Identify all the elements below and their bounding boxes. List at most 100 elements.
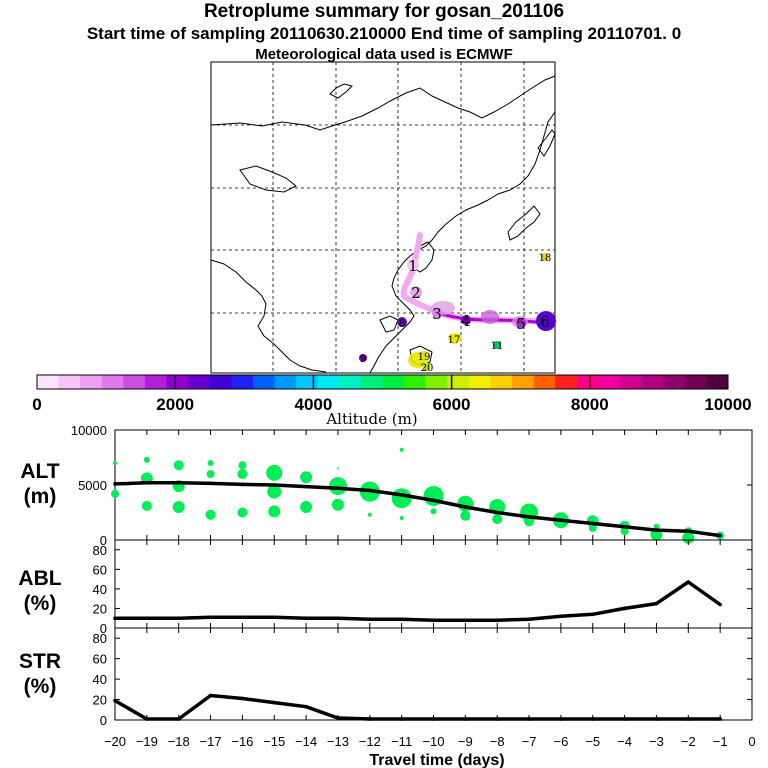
data-point bbox=[399, 617, 404, 621]
y-tick-label: 5000 bbox=[78, 478, 107, 493]
cluster-marker bbox=[207, 460, 214, 466]
colorbar-swatch bbox=[188, 375, 211, 389]
x-tick-label: 0 bbox=[748, 734, 755, 749]
colorbar-swatch bbox=[101, 375, 124, 389]
colorbar-tick-label: 6000 bbox=[433, 395, 471, 414]
alt-panel: 0 5000 10000 ALT(m) bbox=[20, 423, 753, 548]
data-point bbox=[272, 483, 277, 487]
chart-title: Retroplume summary for gosan_201106 bbox=[203, 1, 565, 22]
map-day-label: 19 bbox=[418, 352, 431, 363]
map-day-marker bbox=[397, 317, 407, 327]
series-line bbox=[115, 580, 722, 622]
colorbar-swatch bbox=[404, 375, 427, 389]
colorbar-swatch bbox=[684, 375, 707, 389]
data-point bbox=[145, 717, 149, 721]
colorbar-swatch bbox=[512, 375, 535, 389]
x-tick-label: −9 bbox=[458, 734, 473, 749]
colorbar-swatch bbox=[209, 375, 232, 389]
x-tick-label: −2 bbox=[681, 734, 696, 749]
cluster-marker bbox=[206, 470, 215, 478]
x-tick-label: −7 bbox=[522, 734, 537, 749]
data-point bbox=[399, 493, 404, 497]
cluster-marker bbox=[173, 460, 184, 471]
colorbar-swatch bbox=[58, 375, 81, 389]
cluster-marker bbox=[205, 509, 216, 520]
data-point bbox=[368, 717, 372, 721]
data-point bbox=[113, 482, 117, 486]
map-day-marker bbox=[493, 341, 501, 349]
map-day-marker bbox=[359, 354, 367, 362]
data-point bbox=[654, 717, 659, 721]
cluster-marker bbox=[391, 488, 412, 509]
y-tick-label: 60 bbox=[93, 562, 107, 577]
y-tick-label: 40 bbox=[93, 672, 107, 687]
map-day-label: 17 bbox=[448, 335, 461, 346]
data-point bbox=[590, 717, 595, 721]
data-point bbox=[145, 616, 149, 621]
colorbar-swatch bbox=[166, 375, 189, 389]
sampling-time-subtitle: Start time of sampling 20110630.210000 E… bbox=[86, 24, 682, 43]
x-tick-label: −5 bbox=[585, 734, 600, 749]
cluster-marker bbox=[266, 464, 283, 481]
map-day-marker bbox=[449, 334, 459, 344]
meteorological-data-subtitle: Meteorological data used is ECMWF bbox=[255, 46, 513, 63]
data-point bbox=[368, 617, 372, 621]
series-line bbox=[114, 693, 721, 721]
data-point bbox=[590, 612, 595, 617]
data-point bbox=[463, 505, 468, 509]
cluster-marker bbox=[300, 501, 313, 513]
map-day-label: 3 bbox=[432, 305, 442, 323]
data-point bbox=[559, 717, 563, 721]
cluster-marker bbox=[143, 456, 150, 463]
data-point bbox=[431, 618, 436, 622]
x-tick-label: −8 bbox=[490, 734, 505, 749]
map-day-marker bbox=[539, 315, 551, 327]
data-point bbox=[527, 515, 531, 519]
colorbar-tick-label: 4000 bbox=[294, 395, 332, 414]
data-point bbox=[208, 615, 213, 620]
map-day-marker bbox=[516, 318, 526, 328]
data-point bbox=[590, 521, 595, 526]
y-tick-label: 40 bbox=[93, 582, 107, 597]
data-point bbox=[527, 717, 531, 721]
y-tick-label: 20 bbox=[93, 601, 107, 616]
panel-frame bbox=[114, 627, 753, 721]
data-point bbox=[176, 616, 181, 621]
x-tick-label: −18 bbox=[168, 734, 190, 749]
cluster-marker bbox=[588, 523, 597, 532]
map-day-label: 2 bbox=[411, 284, 421, 302]
data-point bbox=[176, 481, 181, 485]
data-point bbox=[431, 717, 436, 721]
colorbar-swatch bbox=[317, 375, 340, 389]
data-point bbox=[463, 717, 468, 721]
y-tick-label: 80 bbox=[93, 631, 107, 646]
cluster-marker bbox=[620, 527, 629, 536]
x-tick-label: −13 bbox=[327, 734, 349, 749]
data-point bbox=[208, 481, 213, 486]
abl-panel: 0 20 40 60 80 ABL(%) bbox=[18, 539, 753, 636]
data-point bbox=[559, 614, 563, 619]
cluster-marker bbox=[172, 501, 185, 513]
data-point bbox=[463, 618, 468, 622]
data-point bbox=[654, 601, 659, 606]
x-tick-label: −20 bbox=[104, 734, 126, 749]
cluster-marker bbox=[300, 471, 313, 484]
x-tick-label: −10 bbox=[422, 734, 444, 749]
cluster-marker bbox=[113, 461, 117, 465]
cluster-marker bbox=[367, 512, 372, 517]
colorbar-swatch bbox=[468, 375, 491, 389]
x-tick-label: −17 bbox=[200, 734, 222, 749]
data-point bbox=[145, 481, 149, 485]
data-point bbox=[559, 518, 563, 522]
x-tick-label: −4 bbox=[617, 734, 632, 749]
data-point bbox=[686, 529, 691, 533]
data-point bbox=[686, 717, 691, 721]
map-day-marker bbox=[432, 308, 442, 318]
map-day-marker bbox=[461, 315, 471, 325]
map-day-label: 9 bbox=[360, 354, 366, 365]
map-day-label: 6 bbox=[540, 313, 550, 331]
map-day-label: 8 bbox=[399, 317, 406, 330]
colorbar-swatch bbox=[37, 375, 60, 389]
y-tick-label: 0 bbox=[100, 621, 107, 636]
colorbar-swatch bbox=[706, 375, 729, 389]
